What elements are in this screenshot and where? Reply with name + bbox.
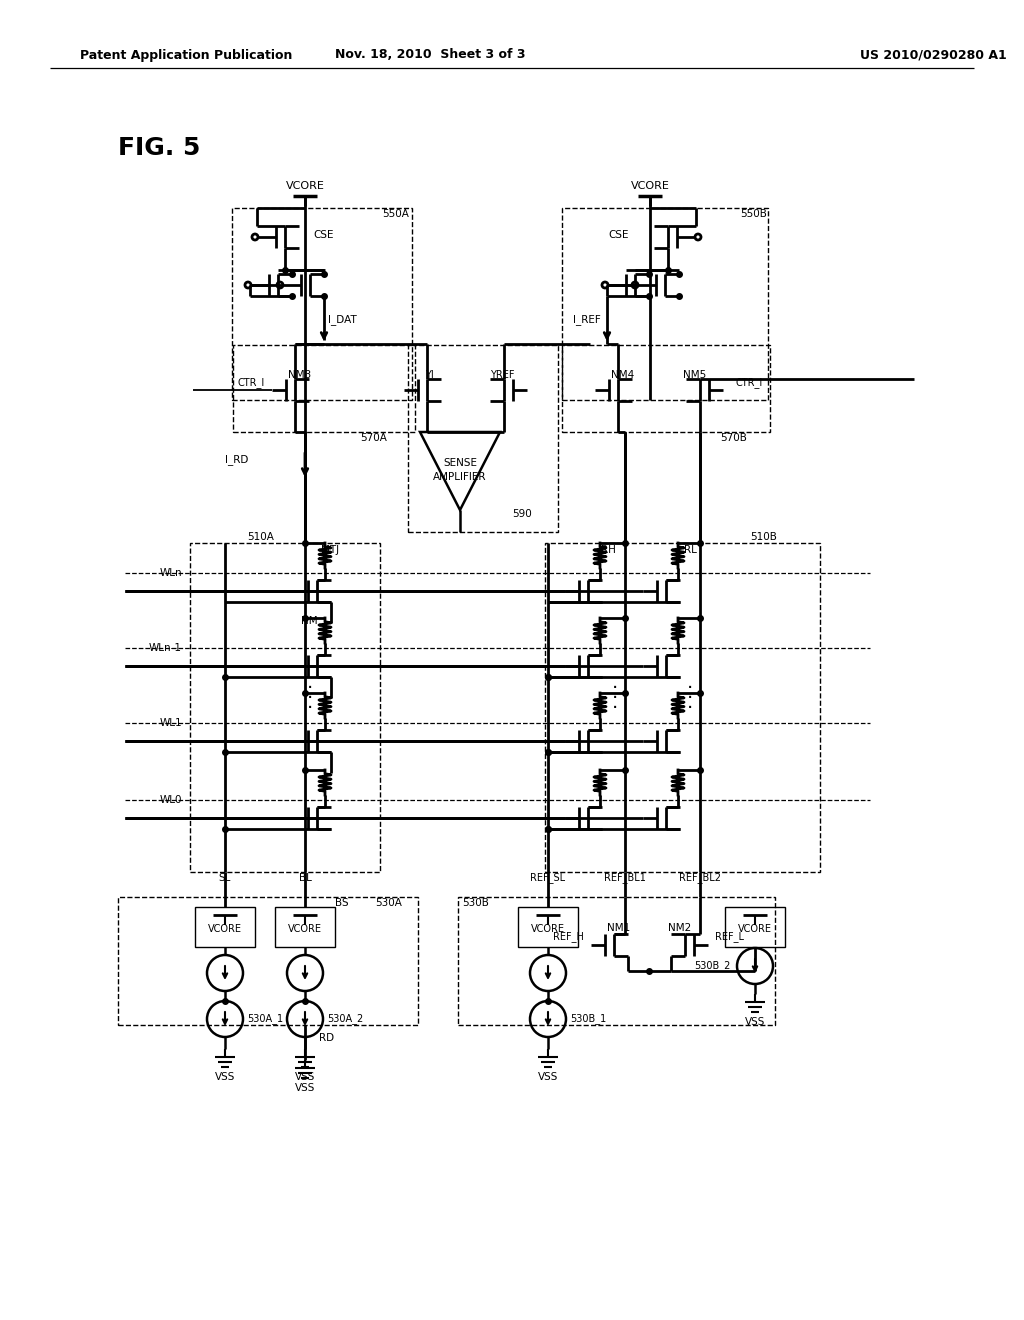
Text: SL: SL <box>219 873 231 883</box>
Bar <box>232 209 412 400</box>
Text: NM3: NM3 <box>289 370 311 380</box>
Bar <box>458 898 775 1026</box>
Text: MTJ: MTJ <box>321 545 339 554</box>
Text: ·: · <box>687 698 693 718</box>
Text: VSS: VSS <box>538 1072 558 1082</box>
Bar <box>518 907 578 946</box>
Bar <box>545 543 820 873</box>
Text: REF_SL: REF_SL <box>530 873 565 883</box>
Text: 530A_2: 530A_2 <box>327 1014 364 1024</box>
Bar <box>408 345 558 532</box>
Text: 530B_2: 530B_2 <box>694 961 731 972</box>
Text: ·: · <box>612 689 618 708</box>
Bar <box>233 345 415 432</box>
Text: VCORE: VCORE <box>286 181 325 191</box>
Text: REF_BL1: REF_BL1 <box>604 873 646 883</box>
Bar <box>562 209 768 400</box>
Text: ·: · <box>307 689 313 708</box>
Text: 550B: 550B <box>740 209 767 219</box>
Text: VCORE: VCORE <box>738 924 772 935</box>
Text: NM4: NM4 <box>611 370 635 380</box>
Text: ·: · <box>307 698 313 718</box>
Text: NM: NM <box>301 616 317 626</box>
Text: 510B: 510B <box>750 532 777 543</box>
Text: NM2: NM2 <box>669 923 691 933</box>
Text: 510A: 510A <box>247 532 273 543</box>
Text: WL1: WL1 <box>160 718 182 729</box>
Text: VCORE: VCORE <box>531 924 565 935</box>
Text: SENSE: SENSE <box>443 458 477 469</box>
Text: VCORE: VCORE <box>631 181 670 191</box>
Text: VSS: VSS <box>744 1016 765 1027</box>
Text: YI: YI <box>425 370 433 380</box>
Text: 530B: 530B <box>462 898 488 908</box>
Bar <box>725 907 785 946</box>
Text: Nov. 18, 2010  Sheet 3 of 3: Nov. 18, 2010 Sheet 3 of 3 <box>335 49 525 62</box>
Text: 590: 590 <box>512 510 531 519</box>
Text: Patent Application Publication: Patent Application Publication <box>80 49 293 62</box>
Text: REF_BL2: REF_BL2 <box>679 873 721 883</box>
Text: I_DAT: I_DAT <box>328 314 356 326</box>
Text: ·: · <box>687 678 693 697</box>
Text: VCORE: VCORE <box>288 924 322 935</box>
Text: FIG. 5: FIG. 5 <box>118 136 201 160</box>
Text: ·: · <box>687 689 693 708</box>
Bar <box>275 907 335 946</box>
Text: RD: RD <box>319 1034 334 1043</box>
Text: I_REF: I_REF <box>573 314 601 326</box>
Text: 550A: 550A <box>382 209 409 219</box>
Text: I_RD: I_RD <box>224 454 248 466</box>
Text: VSS: VSS <box>215 1072 236 1082</box>
Text: 530A_1: 530A_1 <box>247 1014 283 1024</box>
Text: WL0: WL0 <box>160 795 182 805</box>
Bar <box>562 345 770 432</box>
Text: CSE: CSE <box>313 230 334 240</box>
Text: YREF: YREF <box>489 370 514 380</box>
Text: REF_H: REF_H <box>553 932 584 942</box>
Text: 530B_1: 530B_1 <box>570 1014 606 1024</box>
Text: US 2010/0290280 A1: US 2010/0290280 A1 <box>860 49 1007 62</box>
Text: RH: RH <box>600 545 615 554</box>
Text: 570B: 570B <box>720 433 746 444</box>
Text: NM1: NM1 <box>607 923 631 933</box>
Bar <box>195 907 255 946</box>
Text: WLn-1: WLn-1 <box>150 643 182 653</box>
Text: ·: · <box>612 698 618 718</box>
Text: BL: BL <box>299 873 311 883</box>
Text: REF_L: REF_L <box>715 932 744 942</box>
Text: CSE: CSE <box>608 230 629 240</box>
Text: 570A: 570A <box>360 433 387 444</box>
Text: VSS: VSS <box>295 1072 315 1082</box>
Text: VSS: VSS <box>295 1082 315 1093</box>
Text: WLn: WLn <box>160 568 182 578</box>
Text: VCORE: VCORE <box>208 924 242 935</box>
Bar <box>190 543 380 873</box>
Text: BS: BS <box>335 898 348 908</box>
Text: AMPLIFIER: AMPLIFIER <box>433 473 486 482</box>
Text: CTR_I: CTR_I <box>238 378 265 388</box>
Text: CTR_I: CTR_I <box>735 378 762 388</box>
Text: RL: RL <box>684 545 696 554</box>
Text: ·: · <box>307 678 313 697</box>
Text: NM5: NM5 <box>683 370 707 380</box>
Bar <box>118 898 418 1026</box>
Text: ·: · <box>612 678 618 697</box>
Text: 530A: 530A <box>375 898 401 908</box>
